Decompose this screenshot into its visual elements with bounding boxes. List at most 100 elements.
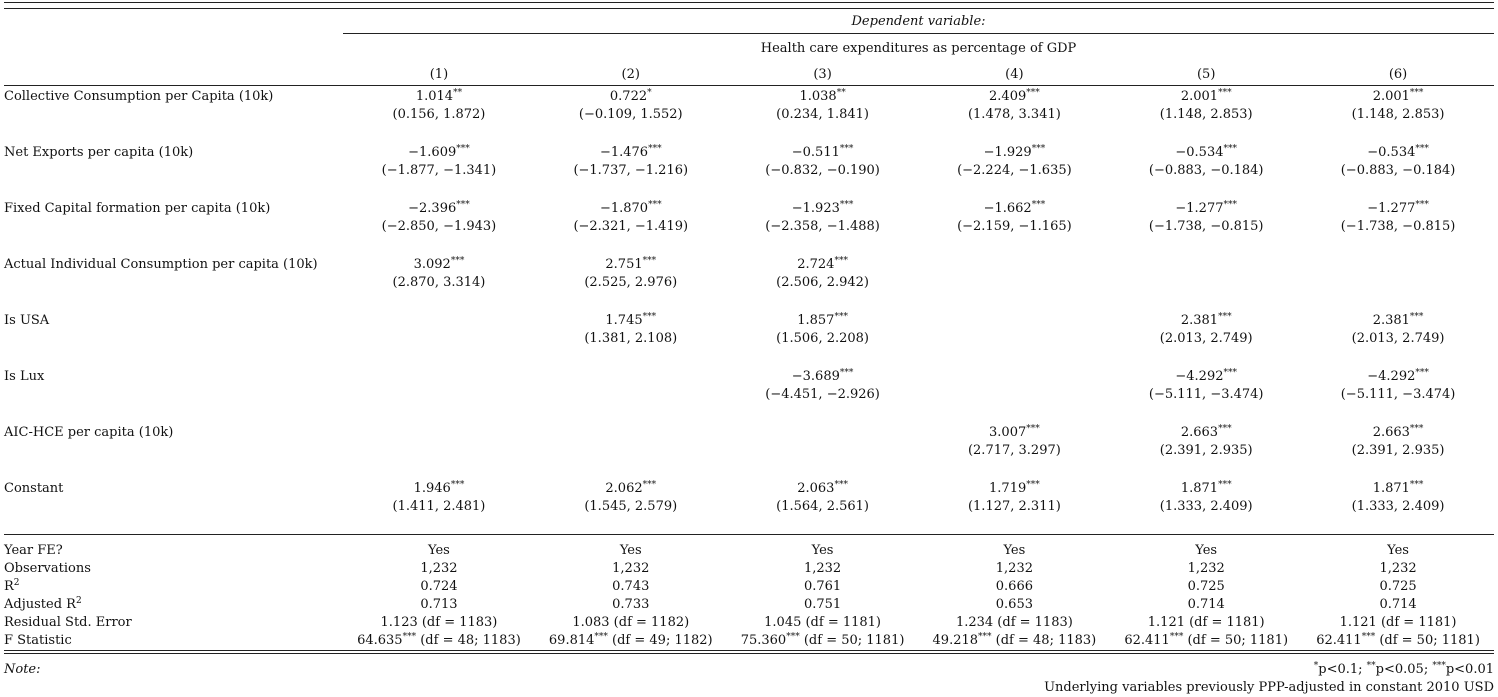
statistic-name: F Statistic xyxy=(4,633,72,648)
confidence-interval: (2.013, 2.749) xyxy=(1159,331,1253,346)
coefficient-cell: 2.663*** xyxy=(1302,422,1494,442)
coefficient-cell: 2.381*** xyxy=(1110,310,1302,330)
significance-stars: *** xyxy=(642,312,657,322)
statistic-value: 1.234 (df = 1183) xyxy=(955,615,1073,630)
significance-stars: *** xyxy=(594,632,608,642)
confidence-interval: (−1.738, −0.815) xyxy=(1148,219,1264,234)
statistic-row: R2 0.724 0.743 0.761 0.666 0.725 0.725 xyxy=(4,578,1494,596)
row-spacer xyxy=(4,292,1494,310)
coefficient-row: Actual Individual Consumption per capita… xyxy=(4,254,1494,274)
statistic-row: F Statistic 64.635*** (df = 48; 1183) 69.8… xyxy=(4,632,1494,651)
statistic-value: Yes xyxy=(428,543,450,558)
f-statistic-number: 75.360 xyxy=(740,633,787,648)
statistic-name: Adjusted R xyxy=(4,597,76,612)
coefficient-row: AIC-HCE per capita (10k) 3.007*** 2.663***… xyxy=(4,422,1494,442)
coefficient-value: 0.722 xyxy=(609,89,648,104)
coefficient-cell: −4.292*** xyxy=(1302,366,1494,386)
confidence-interval: (1.545, 2.579) xyxy=(584,499,678,514)
confidence-interval: (−5.111, −3.474) xyxy=(1340,387,1456,402)
confidence-interval: (2.013, 2.749) xyxy=(1351,331,1445,346)
significance-stars: *** xyxy=(1218,312,1232,322)
statistic-value: 1,232 xyxy=(803,561,842,576)
confidence-interval: (−0.832, −0.190) xyxy=(765,163,880,178)
coefficient-cell: 1.719*** xyxy=(918,478,1110,498)
statistic-value: Yes xyxy=(1003,543,1026,558)
confidence-interval: (−0.883, −0.184) xyxy=(1340,163,1456,178)
confidence-interval xyxy=(343,330,535,348)
statistic-value: 0.714 xyxy=(1379,597,1417,612)
coefficient-value: 2.001 xyxy=(1180,89,1219,104)
significance-stars: *** xyxy=(1409,312,1424,322)
f-statistic-df: (df = 49; 1182) xyxy=(607,633,713,648)
variable-label: Actual Individual Consumption per capita… xyxy=(4,257,318,272)
confidence-interval-row: (2.717, 3.297) (2.391, 2.935) (2.391, 2.93… xyxy=(4,442,1494,460)
note-row: Underlying variables previously PPP-adju… xyxy=(4,679,1494,697)
note-text: Underlying variables previously PPP-adju… xyxy=(1044,680,1494,695)
bottom-double-rule xyxy=(4,650,1494,654)
confidence-interval: (1.333, 2.409) xyxy=(1159,499,1253,514)
statistic-value: 1.121 (df = 1181) xyxy=(1147,615,1265,630)
row-spacer xyxy=(4,516,1494,535)
coefficient-cell: 3.092*** xyxy=(343,254,535,274)
column-numbers-row: (1) (2) (3) (4) (5) (6) xyxy=(4,62,1494,86)
confidence-interval-row: (−2.850, −1.943) (−2.321, −1.419) (−2.358,… xyxy=(4,218,1494,236)
coefficient-cell xyxy=(1110,254,1302,274)
coefficient-value: −2.396 xyxy=(408,201,457,216)
f-statistic-df: (df = 50; 1181) xyxy=(799,633,905,648)
statistic-value: 49.218*** (df = 48; 1183) xyxy=(918,632,1110,651)
statistic-value: 0.714 xyxy=(1187,597,1225,612)
statistic-name: Residual Std. Error xyxy=(4,615,132,630)
coefficient-value: −4.292 xyxy=(1175,369,1224,384)
coefficient-cell xyxy=(535,422,727,442)
statistic-value: 0.725 xyxy=(1379,579,1417,594)
statistic-value: 1.045 (df = 1181) xyxy=(764,615,882,630)
confidence-interval: (2.391, 2.935) xyxy=(1351,443,1445,458)
coefficient-cell: −1.923*** xyxy=(727,198,919,218)
row-spacer xyxy=(4,460,1494,478)
coefficient-value: 1.857 xyxy=(797,313,835,328)
blank-cell xyxy=(4,330,343,348)
significance-stars: *** xyxy=(834,256,848,266)
coefficient-value: −1.929 xyxy=(983,145,1032,160)
significance-stars: *** xyxy=(1169,632,1184,642)
statistic-value: Yes xyxy=(1387,543,1409,558)
coefficient-cell xyxy=(535,366,727,386)
confidence-interval: (2.525, 2.976) xyxy=(584,275,678,290)
significance-stars: *** xyxy=(834,480,848,490)
confidence-interval: (−2.224, −1.635) xyxy=(957,163,1072,178)
coefficient-row: Fixed Capital formation per capita (10k)… xyxy=(4,198,1494,218)
coefficient-cell: 1.745*** xyxy=(535,310,727,330)
confidence-interval: (−1.738, −0.815) xyxy=(1340,219,1456,234)
statistic-value: 0.751 xyxy=(803,597,842,612)
note-row: Note: *p<0.1; **p<0.05; ***p<0.01 xyxy=(4,654,1494,680)
legend-stars: * xyxy=(1313,661,1319,671)
coefficient-value: −4.292 xyxy=(1367,369,1416,384)
significance-legend: *p<0.1; **p<0.05; ***p<0.01 xyxy=(343,654,1494,680)
coefficient-row: Is Lux −3.689*** −4.292*** −4.292*** xyxy=(4,366,1494,386)
blank-cell xyxy=(4,274,343,292)
significance-stars: *** xyxy=(978,632,992,642)
f-statistic-df: (df = 50; 1181) xyxy=(1375,633,1480,648)
coefficient-value: 2.062 xyxy=(605,481,643,496)
coefficient-cell: 3.007*** xyxy=(918,422,1110,442)
confidence-interval: (1.148, 2.853) xyxy=(1351,107,1445,122)
confidence-interval: (−5.111, −3.474) xyxy=(1148,387,1264,402)
statistic-name: R xyxy=(4,579,14,594)
significance-stars: *** xyxy=(1223,200,1238,210)
significance-stars: *** xyxy=(1218,88,1232,98)
statistic-row: Residual Std. Error 1.123 (df = 1183) 1.08… xyxy=(4,614,1494,632)
confidence-interval xyxy=(1302,274,1494,292)
statistic-value: 0.733 xyxy=(612,597,650,612)
coefficient-value: 2.063 xyxy=(797,481,835,496)
statistic-label: Residual Std. Error xyxy=(4,614,343,632)
confidence-interval: (1.411, 2.481) xyxy=(392,499,486,514)
confidence-interval: (2.870, 3.314) xyxy=(392,275,486,290)
dependent-variable-row: Dependent variable: xyxy=(4,8,1494,34)
coefficient-cell: 1.871*** xyxy=(1302,478,1494,498)
significance-stars: *** xyxy=(402,632,417,642)
statistic-value: Yes xyxy=(619,543,642,558)
coefficient-value: 1.038 xyxy=(799,89,837,104)
confidence-interval: (−4.451, −2.926) xyxy=(765,387,880,402)
f-statistic-df: (df = 50; 1181) xyxy=(1183,633,1289,648)
coefficient-value: 2.381 xyxy=(1372,313,1410,328)
